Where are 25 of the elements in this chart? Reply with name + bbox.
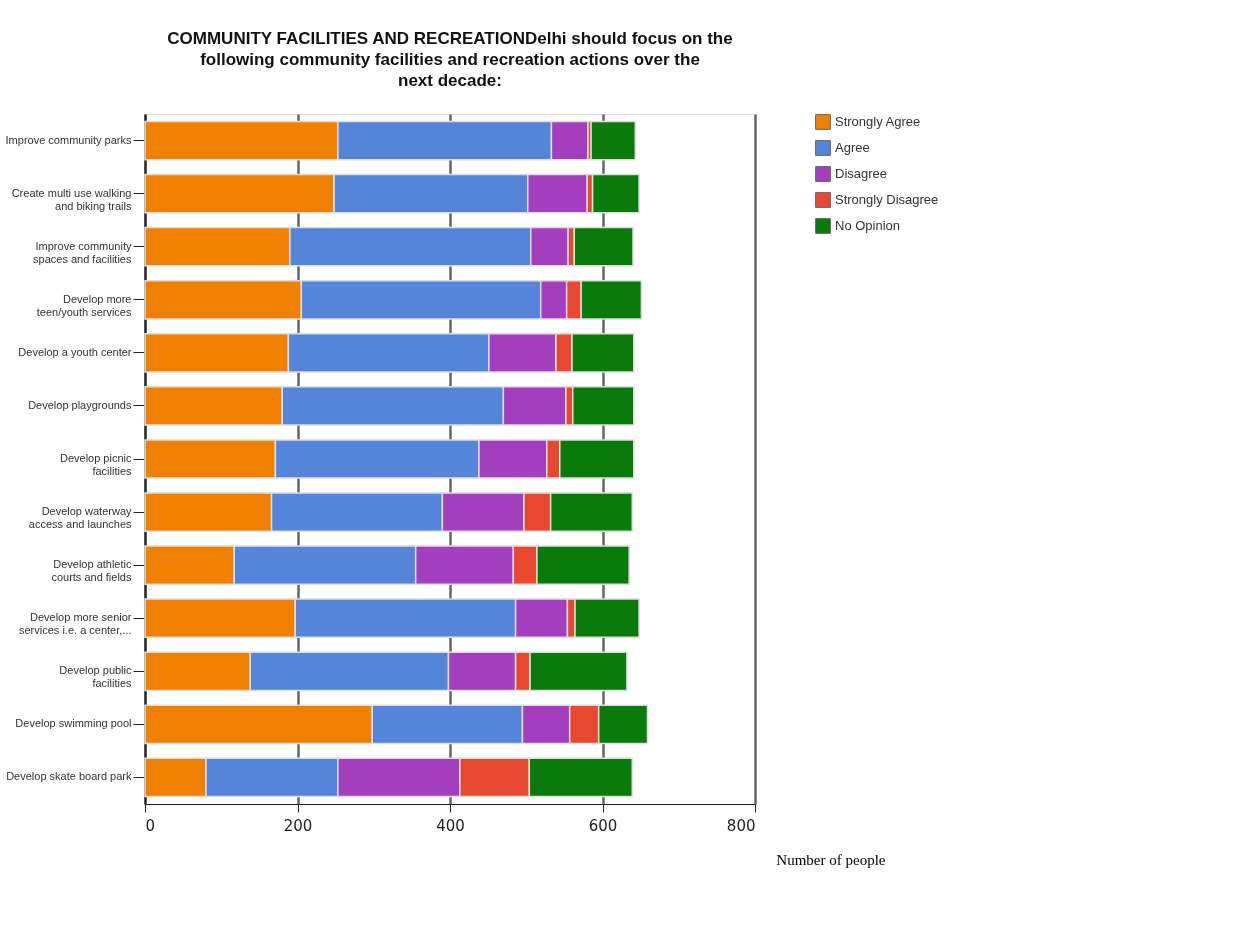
legend-label: Strongly Agree xyxy=(835,114,921,129)
legend-label: No Opinion xyxy=(835,218,901,233)
chart-title: COMMUNITY FACILITIES AND RECREATIONDelhi should focus on the following community facilities and recreation actions over the next decade: xyxy=(167,29,733,90)
x-tick-label: 200 xyxy=(283,816,313,835)
y-tick-label: Develop a youth center xyxy=(18,345,132,358)
x-axis-title: Number of people xyxy=(776,851,886,868)
x-tick-label: 0 xyxy=(145,816,156,835)
x-tick-label: 800 xyxy=(726,816,756,835)
y-tick-label: Improve community parks xyxy=(5,133,132,146)
y-tick-label: Develop picnic facilities xyxy=(59,452,132,477)
x-tick-label: 600 xyxy=(588,816,618,835)
x-tick-label: 400 xyxy=(436,816,465,835)
legend-label: Agree xyxy=(835,140,870,155)
y-tick-label: Develop swimming pool xyxy=(15,717,132,730)
y-tick-label: Develop athletic courts and fields xyxy=(51,558,132,584)
legend-label: Strongly Disagree xyxy=(835,192,939,207)
y-tick-label: Develop skate board park xyxy=(6,770,132,783)
y-tick-label: Develop playgrounds xyxy=(28,398,132,411)
y-tick-label: Develop more teen/youth services xyxy=(36,292,132,318)
y-tick-label: Develop more senior services i.e. a center,... xyxy=(19,611,132,637)
y-tick-label: Develop waterway access and launches xyxy=(28,505,132,531)
y-tick-label: Develop public facilities xyxy=(59,664,132,690)
legend-label: Disagree xyxy=(835,166,888,181)
y-tick-label: Create multi use walking and biking trails xyxy=(11,186,132,212)
y-tick-label: Improve community spaces and facilities xyxy=(33,239,132,265)
